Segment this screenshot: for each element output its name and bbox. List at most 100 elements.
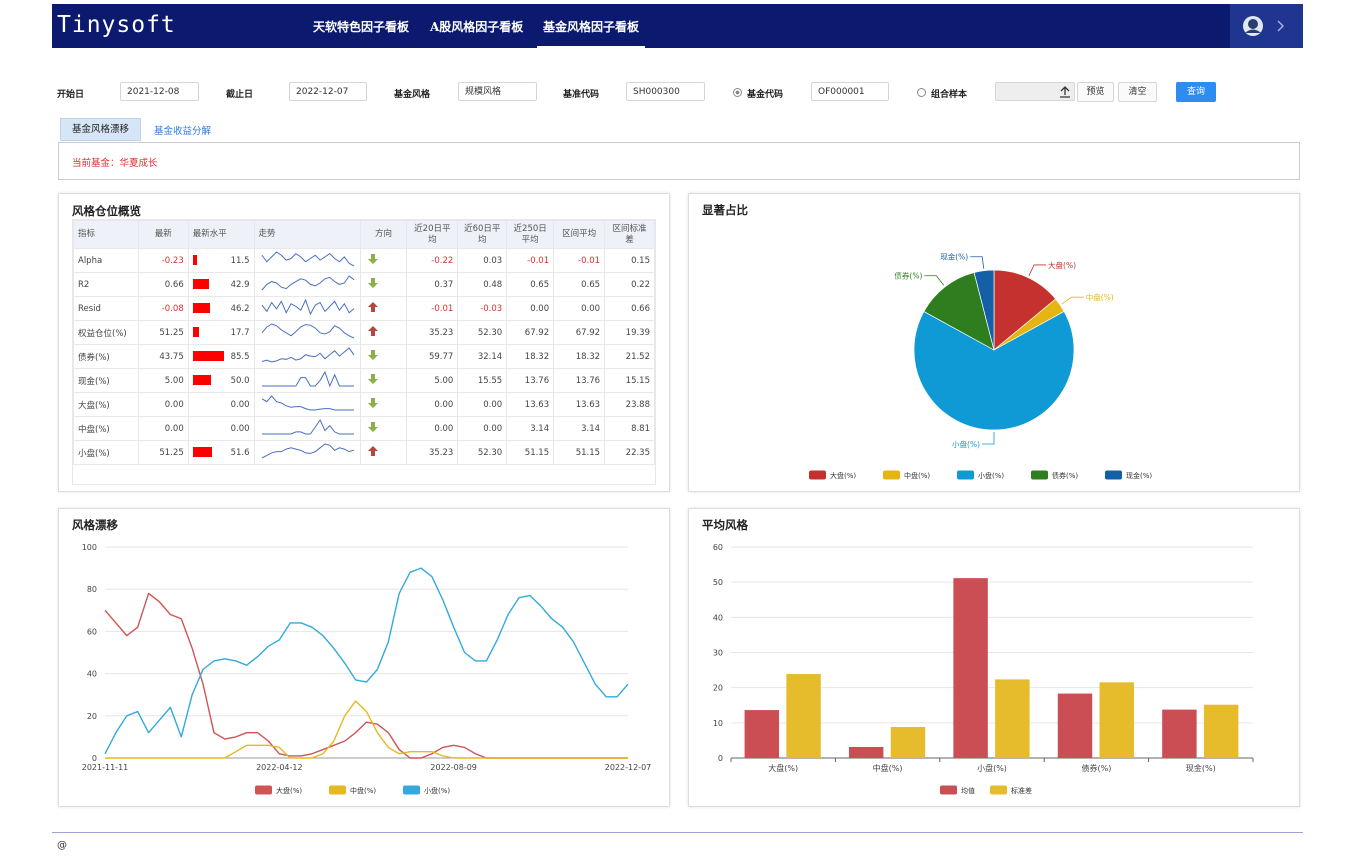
- radio[interactable]: [733, 88, 742, 97]
- direction-cell: [359, 296, 408, 321]
- level-label: 42.9: [230, 279, 250, 290]
- cell: 67.92: [506, 320, 555, 345]
- radio[interactable]: [917, 88, 926, 97]
- cell: 5.00: [406, 368, 459, 393]
- pie-slice: [913, 310, 1075, 431]
- direction-arrow: [367, 374, 378, 384]
- level-cell: 46.2: [187, 296, 255, 321]
- cell: 0.00: [137, 392, 189, 417]
- cell: 0.03: [457, 248, 508, 273]
- bar: [995, 679, 1030, 758]
- cell: -0.03: [457, 296, 508, 321]
- cell: R2: [73, 272, 139, 297]
- level-bar: [192, 303, 210, 313]
- cell: 现金(%): [73, 368, 139, 393]
- x-tick-label: 债券(%): [1081, 763, 1111, 773]
- button[interactable]: 清空: [1118, 82, 1157, 102]
- bar-chart: 平均风格 0 10 20 30 40 50 60 大盘(%) 中盘(%) 小盘(%) 债券(%) 现金(…: [702, 518, 1254, 795]
- label: 基金代码: [747, 90, 784, 100]
- button[interactable]: 预览: [1077, 82, 1114, 102]
- panel-title: 风格仓位概览: [72, 204, 141, 218]
- column-header: 走势: [253, 220, 361, 249]
- x-tick-label: 小盘(%): [977, 763, 1007, 773]
- level-bar: [192, 375, 212, 385]
- cell: 0.65: [506, 272, 555, 297]
- label: 基准代码: [563, 90, 600, 100]
- column-header: 方向: [359, 220, 408, 249]
- select[interactable]: 规模风格: [458, 82, 537, 101]
- cell: 51.15: [553, 440, 606, 465]
- button[interactable]: 查询: [1176, 82, 1216, 102]
- date-input[interactable]: 2022-12-07: [289, 82, 367, 101]
- arrow: [367, 326, 378, 336]
- tab[interactable]: 基金风格漂移: [60, 118, 141, 141]
- text-input[interactable]: SH000300: [626, 82, 705, 101]
- cell: 23.88: [604, 392, 655, 417]
- cell: 13.76: [506, 368, 555, 393]
- tab[interactable]: 基金收益分解: [154, 126, 212, 137]
- date-input[interactable]: 2021-12-08: [120, 82, 199, 101]
- cell: 13.63: [553, 392, 606, 417]
- legend-swatch: [809, 470, 826, 480]
- cell: -0.23: [137, 248, 189, 273]
- slice-label: 中盘(%): [1086, 292, 1114, 302]
- trend-cell: [253, 272, 361, 297]
- level-label: 11.5: [230, 255, 250, 266]
- nav-item[interactable]: A股风格因子看板: [430, 20, 524, 34]
- cell: 0.00: [137, 416, 189, 441]
- nav-item[interactable]: 天软特色因子看板: [313, 20, 410, 34]
- cell: 67.92: [553, 320, 606, 345]
- column-header: 近60日平均: [457, 220, 508, 249]
- level-label: 0.00: [230, 423, 250, 434]
- arrow: [367, 398, 378, 408]
- text-input[interactable]: OF000001: [811, 82, 889, 101]
- x-tick-label: 2022-04-12: [256, 763, 303, 772]
- sparkline: [261, 275, 354, 291]
- y-tick-label: 80: [87, 585, 97, 594]
- current-fund: 当前基金：华夏成长: [72, 158, 158, 169]
- sparkline: [261, 347, 354, 363]
- cell: 0.37: [406, 272, 459, 297]
- footer: @: [57, 840, 67, 851]
- cell: 51.15: [506, 440, 555, 465]
- chart-title: 显著占比: [702, 203, 748, 217]
- sparkline: [261, 443, 354, 459]
- direction-cell: [359, 416, 408, 441]
- sparkline: [261, 370, 354, 388]
- y-tick-label: 40: [713, 613, 723, 622]
- direction-arrow: [367, 278, 378, 288]
- cell: 52.30: [457, 320, 508, 345]
- level-cell: 11.5: [187, 248, 255, 273]
- direction-arrow: [367, 326, 378, 336]
- cell: Resid: [73, 296, 139, 321]
- pie-slice: [923, 272, 995, 351]
- level-cell: 42.9: [187, 272, 255, 297]
- sparkline-line: [261, 251, 354, 267]
- cell: 0.48: [457, 272, 508, 297]
- sparkline-line: [261, 323, 354, 339]
- footer-rule: [52, 832, 1303, 833]
- series-line: [104, 567, 629, 755]
- table-row: 权益仓位(%) 51.25 17.7 35.23 52.30 67.92 67.92 19.3…: [73, 320, 655, 345]
- arrow: [367, 254, 378, 264]
- cell: Alpha: [73, 248, 139, 273]
- label: 组合样本: [931, 90, 968, 100]
- cell: 3.14: [506, 416, 555, 441]
- sparkline: [261, 418, 354, 435]
- user-menu[interactable]: [1230, 4, 1303, 48]
- upload-icon[interactable]: [1058, 85, 1072, 99]
- current-fund-box: 当前基金：华夏成长: [58, 142, 1300, 180]
- x-tick-label: 2021-11-11: [82, 763, 129, 772]
- legend-swatch: [883, 470, 900, 480]
- nav-item[interactable]: 基金风格因子看板: [536, 20, 646, 48]
- cell: 15.15: [604, 368, 655, 393]
- cell: -0.22: [406, 248, 459, 273]
- cell: 0.00: [406, 392, 459, 417]
- direction-arrow: [367, 422, 378, 432]
- file-input[interactable]: [995, 82, 1075, 101]
- sparkline-line: [261, 275, 354, 291]
- trend-cell: [253, 368, 361, 393]
- direction-cell: [359, 440, 408, 465]
- level-cell: 0.00: [187, 392, 255, 417]
